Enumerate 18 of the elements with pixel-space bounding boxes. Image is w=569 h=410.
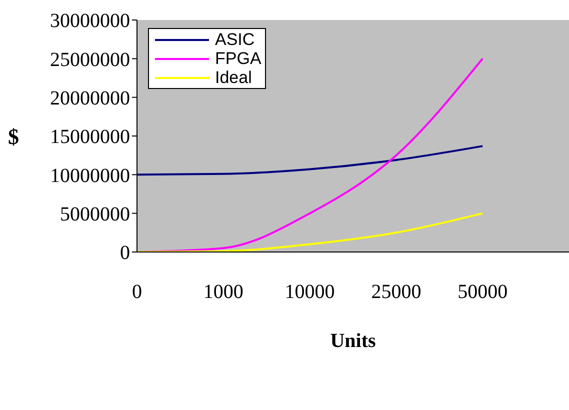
x-tick-label: 50000 bbox=[458, 281, 508, 304]
x-tick-label: 25000 bbox=[371, 281, 422, 304]
legend-label: FPGA bbox=[215, 49, 262, 68]
y-tick-label: 30000000 bbox=[50, 10, 130, 32]
y-tick-label: 20000000 bbox=[50, 87, 130, 110]
line-series bbox=[137, 145, 484, 176]
line-series bbox=[137, 212, 484, 252]
y-tick-label: 25000000 bbox=[50, 48, 130, 71]
x-tick-label: 1000 bbox=[203, 281, 244, 304]
y-tick-label: 0 bbox=[120, 242, 130, 264]
y-axis-title: $ bbox=[8, 124, 19, 149]
legend-label: ASIC bbox=[215, 30, 255, 49]
y-tick-label: 15000000 bbox=[50, 126, 130, 148]
y-tick-label: 10000000 bbox=[50, 164, 130, 187]
y-tick-label: 5000000 bbox=[60, 203, 130, 226]
x-axis-title: Units bbox=[330, 330, 376, 352]
x-tick-label: 10000 bbox=[284, 281, 335, 304]
legend-label: Ideal bbox=[215, 68, 252, 87]
